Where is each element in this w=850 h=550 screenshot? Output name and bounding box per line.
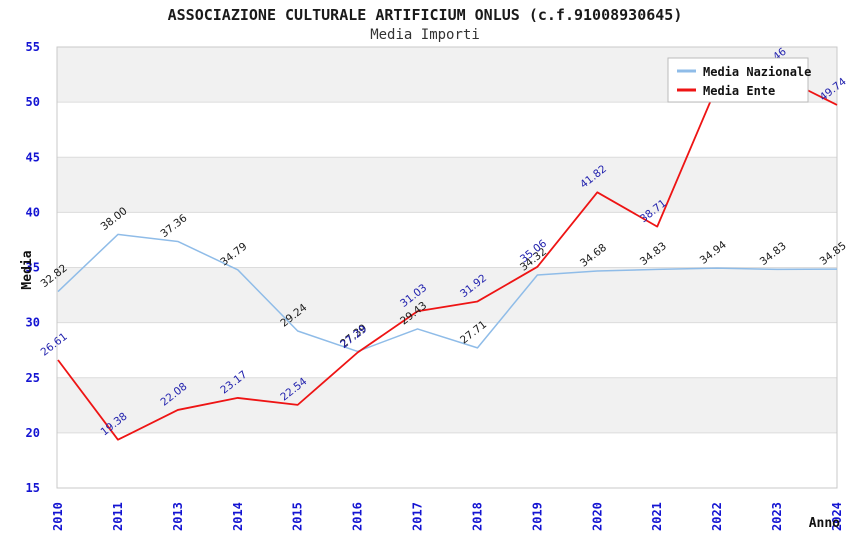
chart-subtitle: Media Importi [370, 27, 480, 43]
x-tick-label: 2019 [530, 502, 544, 531]
x-tick-label: 2022 [710, 502, 724, 531]
plot-band [57, 212, 837, 268]
legend-label-media-ente: Media Ente [703, 84, 775, 98]
plot-band [57, 102, 837, 158]
y-tick-label: 55 [26, 40, 40, 54]
plot-border [56, 46, 838, 489]
x-tick-label: 2013 [171, 502, 185, 531]
y-tick-label: 25 [26, 371, 40, 385]
chart-title: ASSOCIAZIONE CULTURALE ARTIFICIUM ONLUS … [167, 6, 683, 24]
y-tick-label: 35 [26, 261, 40, 275]
legend-label-media-nazionale: Media Nazionale [703, 65, 811, 79]
x-tick-label: 2011 [111, 502, 125, 531]
x-tick-label: 2014 [231, 502, 245, 531]
x-tick-label: 2018 [470, 502, 484, 531]
x-tick-label: 2023 [770, 502, 784, 531]
x-tick-label: 2020 [590, 502, 604, 531]
y-tick-label: 40 [26, 205, 40, 219]
legend: Media Nazionale Media Ente [667, 57, 811, 103]
plot-band [57, 267, 837, 323]
plot-band [57, 157, 837, 213]
x-tick-label: 2010 [51, 502, 65, 531]
plot-band [57, 432, 837, 488]
x-tick-label: 2016 [351, 502, 365, 531]
y-tick-label: 30 [26, 316, 40, 330]
y-tick-label: 50 [26, 95, 40, 109]
plot-area: 15 20 25 30 35 40 45 50 55 2010 2011 2013 2014 2015 20… [26, 40, 849, 531]
y-tick-label: 20 [26, 426, 40, 440]
x-axis-title: Anno [809, 516, 840, 531]
x-tick-label: 2017 [411, 502, 425, 531]
media-ente-line [57, 74, 838, 441]
legend-box [667, 57, 809, 103]
x-tick-label: 2024 [830, 502, 844, 531]
y-tick-label: 45 [26, 150, 40, 164]
y-tick-label: 15 [26, 481, 40, 495]
x-tick-label: 2021 [650, 502, 664, 531]
media-nazionale-line [57, 233, 838, 353]
y-axis-title: Media [20, 250, 35, 289]
plot-band [57, 377, 837, 433]
x-tick-label: 2015 [291, 502, 305, 531]
plot-band [57, 322, 837, 378]
